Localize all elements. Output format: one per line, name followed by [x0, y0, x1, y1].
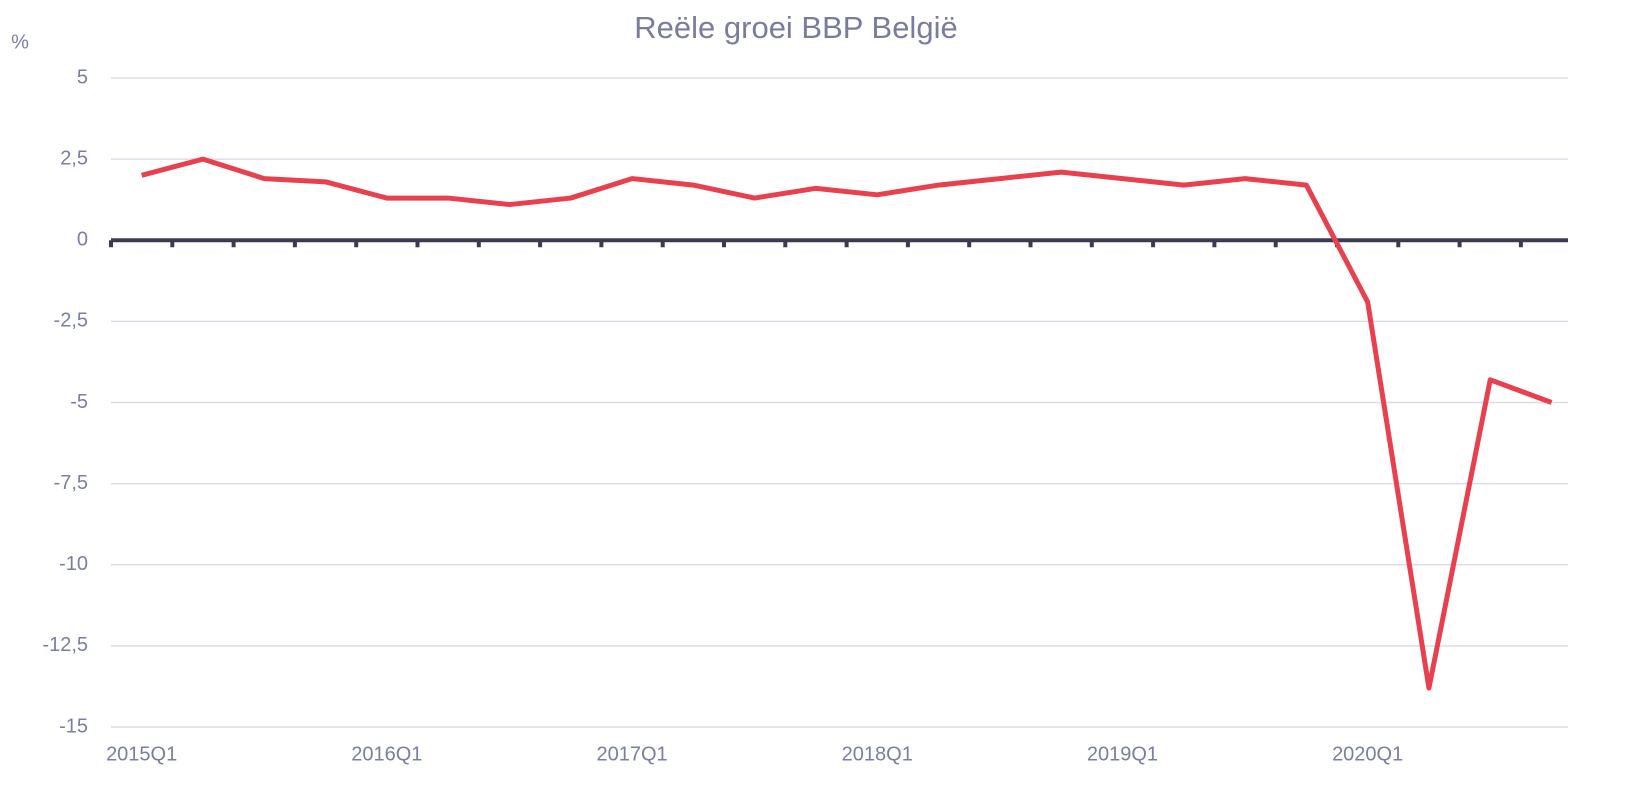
x-tick-label: 2018Q1 — [842, 743, 913, 765]
y-tick-label: -10 — [59, 553, 88, 575]
y-tick-label: 5 — [77, 66, 88, 88]
chart-title: Reële groei BBP België — [634, 10, 957, 45]
y-tick-label: 0 — [77, 229, 88, 251]
x-tick-label: 2019Q1 — [1087, 743, 1158, 765]
y-axis-label: % — [11, 31, 29, 53]
y-tick-label: -5 — [70, 391, 88, 413]
y-tick-label: -15 — [59, 715, 88, 737]
x-tick-label: 2015Q1 — [106, 743, 177, 765]
y-tick-label: -7,5 — [54, 472, 88, 494]
data-line — [141, 156, 1553, 691]
y-tick-label: -2,5 — [54, 310, 88, 332]
x-tick-label: 2020Q1 — [1332, 743, 1403, 765]
y-tick-label: -12,5 — [42, 634, 88, 656]
x-tick-label: 2017Q1 — [596, 743, 667, 765]
y-tick-label: 2,5 — [60, 147, 88, 169]
x-tick-label: 2016Q1 — [351, 743, 422, 765]
